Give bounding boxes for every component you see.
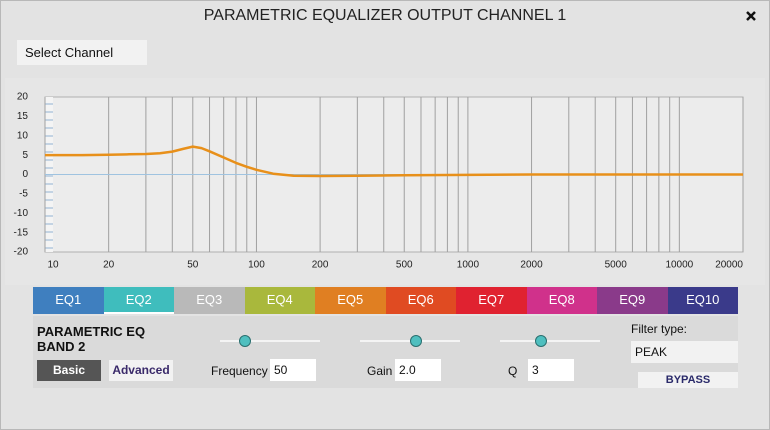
frequency-label: Frequency: [211, 364, 268, 378]
x-tick-label: 50: [187, 260, 199, 271]
advanced-button[interactable]: Advanced: [109, 360, 173, 381]
x-tick-label: 20: [103, 260, 115, 271]
select-channel-button[interactable]: Select Channel: [17, 40, 147, 65]
close-button[interactable]: [745, 10, 757, 22]
gain-label: Gain: [367, 364, 393, 378]
y-tick-label: -10: [14, 208, 29, 219]
eq-tab[interactable]: EQ10: [667, 287, 738, 314]
chart: -20 -15 -10 -5 0 5 10 15 20 10 20 50 100 200 500 1000 20…: [5, 78, 765, 285]
eq-tab[interactable]: EQ2: [103, 287, 174, 314]
x-tick-label: 1000: [457, 260, 480, 271]
x-tick-label: 200: [312, 260, 329, 271]
filter-type-select[interactable]: PEAK: [631, 341, 738, 363]
x-tick-label: 5000: [605, 260, 628, 271]
frequency-slider[interactable]: [220, 340, 320, 342]
eq-tab[interactable]: EQ5: [315, 287, 386, 314]
basic-button[interactable]: Basic: [37, 360, 101, 381]
y-tick-label: 10: [17, 130, 29, 141]
y-tick-label: 20: [17, 92, 29, 103]
eq-tab[interactable]: EQ9: [597, 287, 668, 314]
eq-tab[interactable]: EQ4: [244, 287, 315, 314]
x-tick-label: 20000: [715, 260, 743, 271]
q-input[interactable]: 3: [528, 359, 574, 381]
eq-tab[interactable]: EQ1: [33, 287, 104, 314]
q-label: Q: [508, 364, 518, 378]
eq-tab[interactable]: EQ7: [456, 287, 527, 314]
eq-tab[interactable]: EQ3: [174, 287, 245, 314]
y-tick-label: 15: [17, 111, 29, 122]
gain-input[interactable]: 2.0: [395, 359, 441, 381]
y-tick-label: -15: [14, 227, 29, 238]
y-tick-label: -5: [19, 189, 28, 200]
window-title: PARAMETRIC EQUALIZER OUTPUT CHANNEL 1: [203, 7, 567, 24]
tab-bar: EQ1 EQ2 EQ3 EQ4 EQ5 EQ6 EQ7 EQ8 EQ9 EQ10: [33, 287, 738, 314]
q-knob[interactable]: [535, 335, 547, 347]
q-slider[interactable]: [500, 340, 600, 342]
x-tick-label: 10: [47, 260, 59, 271]
x-tick-label: 100: [248, 260, 265, 271]
bypass-button[interactable]: BYPASS: [638, 372, 738, 388]
eq-tab[interactable]: EQ8: [526, 287, 597, 314]
y-tick-label: 0: [22, 169, 28, 180]
eq-tab[interactable]: EQ6: [385, 287, 456, 314]
filter-type-label: Filter type:: [631, 322, 688, 336]
x-tick-label: 2000: [520, 260, 543, 271]
x-tick-label: 500: [396, 260, 413, 271]
frequency-input[interactable]: 50: [270, 359, 316, 381]
band-title: PARAMETRIC EQ BAND 2: [37, 324, 146, 354]
gain-knob[interactable]: [410, 335, 422, 347]
band-panel: PARAMETRIC EQ BAND 2 Basic Advanced Freq…: [33, 316, 738, 388]
frequency-knob[interactable]: [239, 335, 251, 347]
eq-curve: [45, 145, 743, 178]
y-tick-label: 5: [22, 150, 28, 161]
y-tick-label: -20: [14, 247, 29, 258]
x-tick-label: 10000: [665, 260, 693, 271]
